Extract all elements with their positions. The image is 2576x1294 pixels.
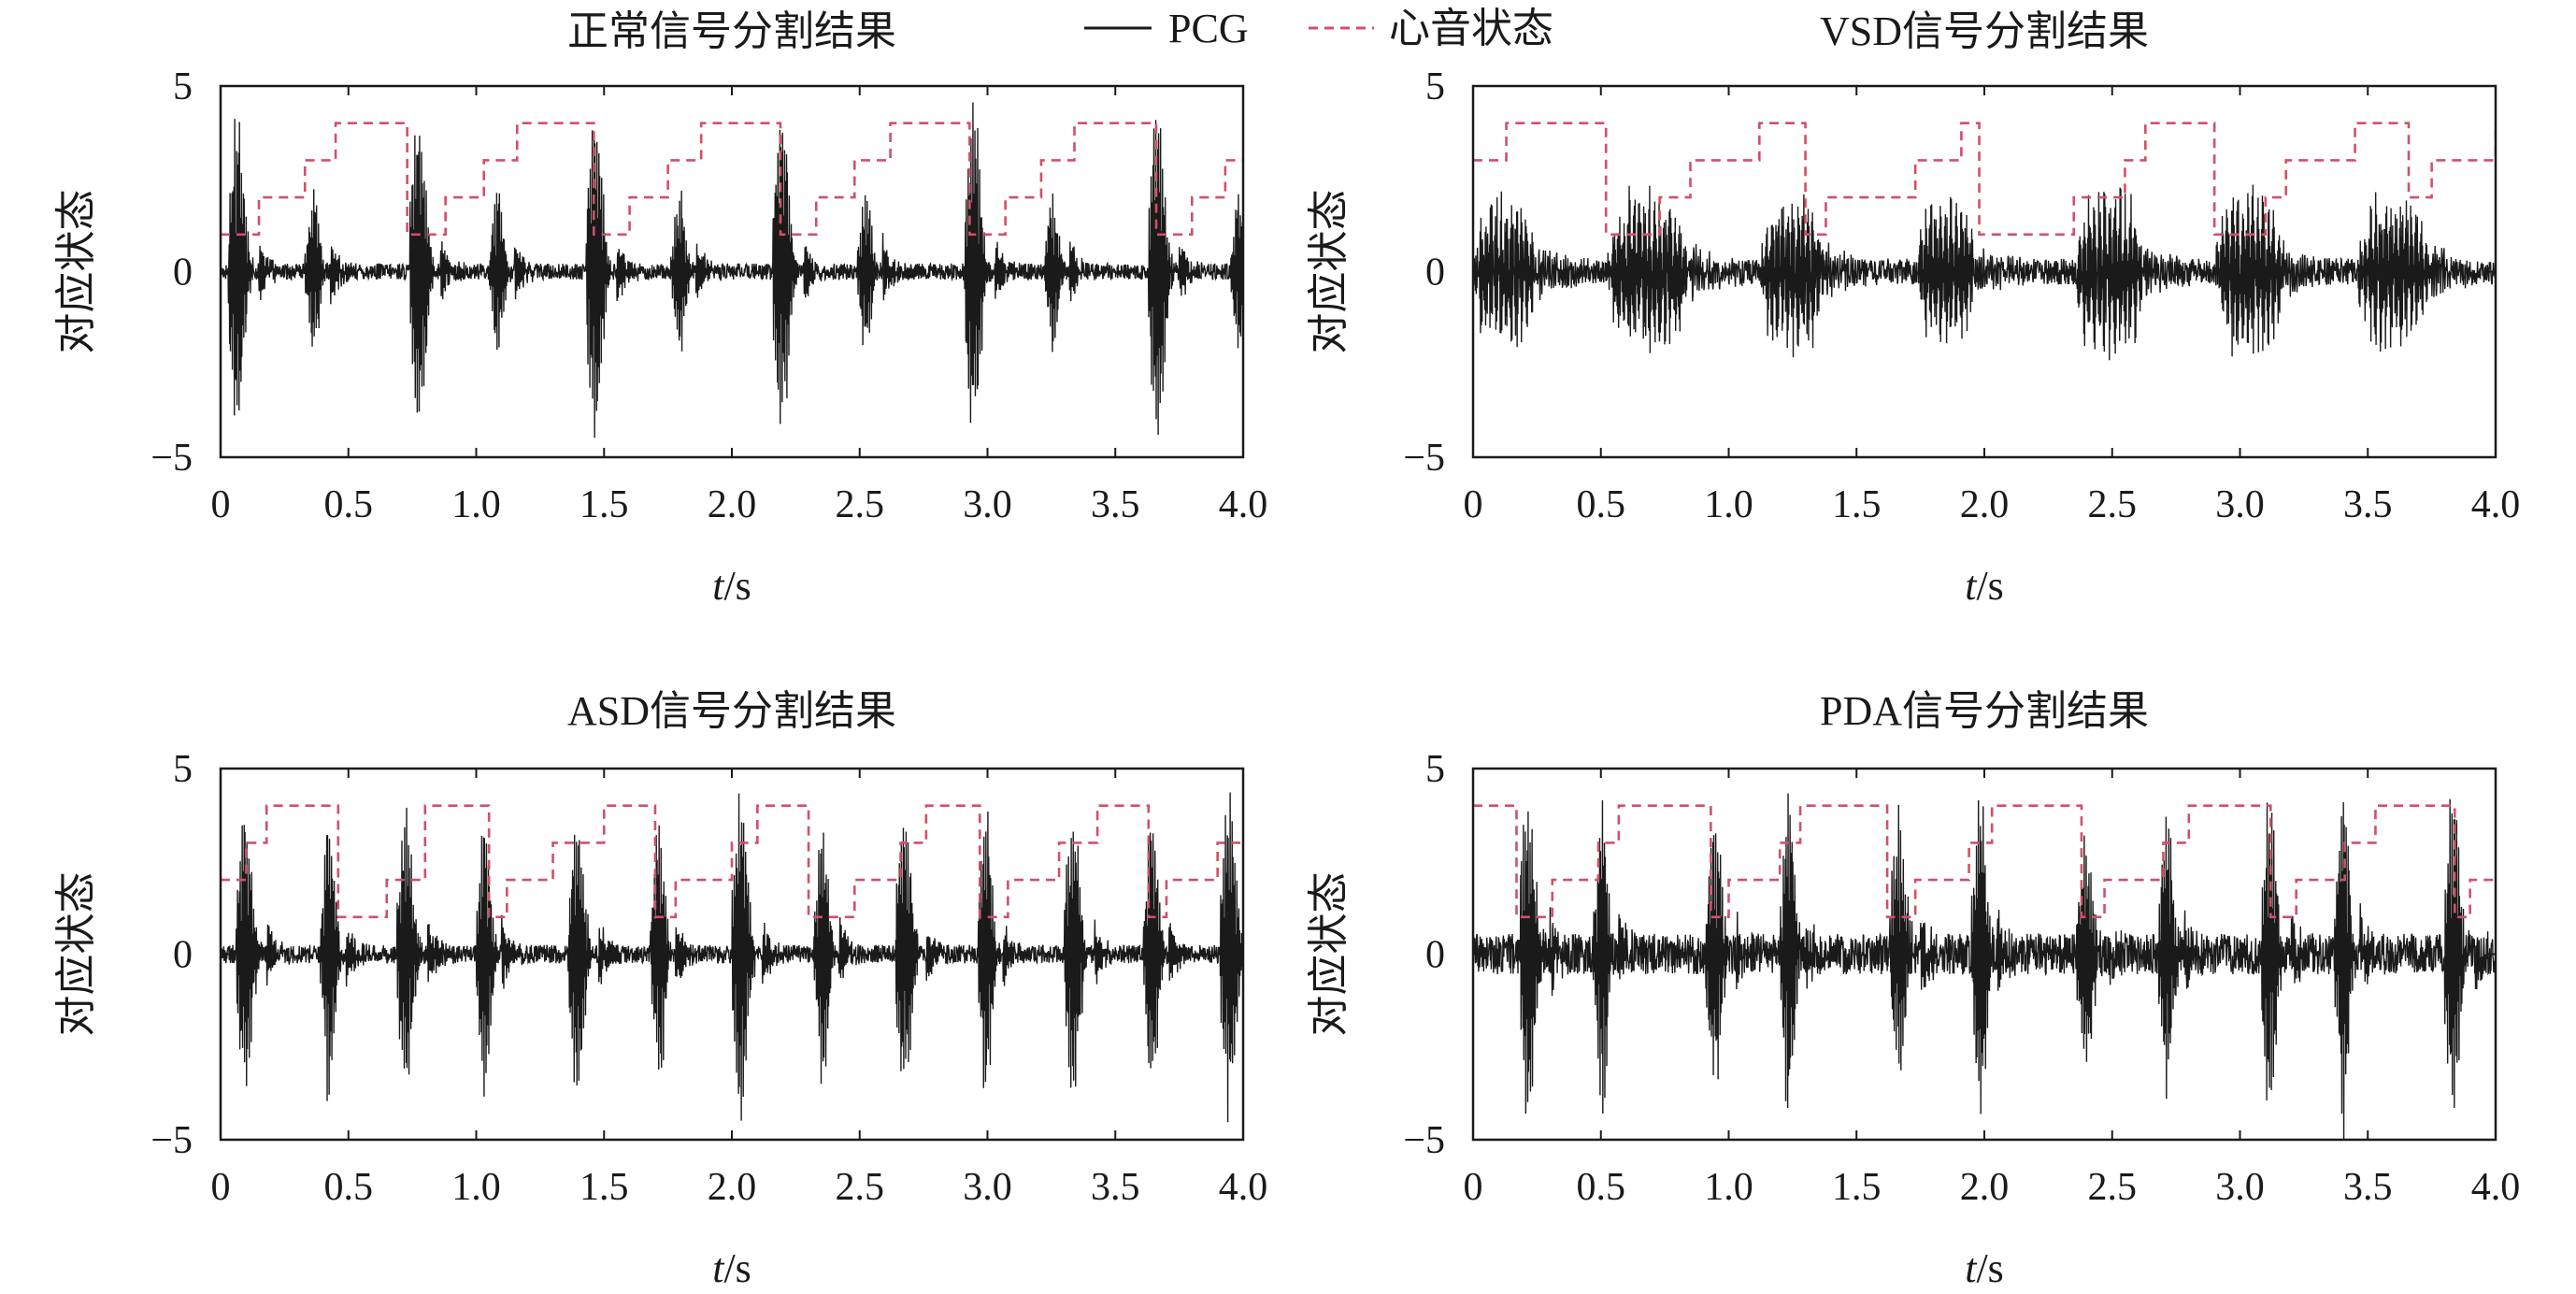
plot-area — [221, 792, 1243, 1123]
y-tick-label: −5 — [1403, 1119, 1445, 1162]
x-tick-label: 3.5 — [2343, 1166, 2393, 1209]
legend: PCG 心音状态 — [1084, 6, 1553, 51]
y-axis-label: 对应状态 — [1306, 872, 1352, 1037]
x-axis-label: t/s — [1965, 563, 2004, 609]
x-tick-label: 2.0 — [708, 483, 757, 526]
x-tick-label: 1.5 — [1832, 483, 1882, 526]
x-tick-label: 2.5 — [2088, 483, 2138, 526]
x-tick-label: 4.0 — [2471, 483, 2521, 526]
x-tick-label: 0.5 — [1577, 1166, 1626, 1209]
y-tick-label: 5 — [1425, 65, 1445, 108]
plot-area — [221, 102, 1243, 439]
y-tick-label: 5 — [1425, 748, 1445, 791]
x-tick-label: 4.0 — [2471, 1166, 2521, 1209]
y-axis-label: 对应状态 — [1306, 190, 1352, 354]
x-axis-label: t/s — [712, 563, 751, 609]
x-axis-label-unit: /s — [1976, 563, 2003, 609]
pcg-series-line — [1473, 793, 2496, 1140]
x-tick-label: 2.5 — [836, 483, 885, 526]
y-tick-label: 0 — [173, 934, 193, 977]
plot-area — [1473, 793, 2496, 1140]
x-tick-label: 1.0 — [1704, 1166, 1753, 1209]
x-axis-label-unit: /s — [723, 563, 751, 609]
y-tick-label: −5 — [150, 1119, 193, 1162]
x-axis-label-unit: /s — [723, 1245, 751, 1291]
heart-state-series-line — [221, 804, 1243, 919]
x-tick-label: 0 — [211, 1166, 231, 1209]
x-tick-label: 1.5 — [1832, 1166, 1882, 1209]
x-tick-label: 1.5 — [580, 1166, 629, 1209]
x-axis-label: t/s — [712, 1245, 751, 1291]
x-axis-label-var: t — [712, 1245, 725, 1291]
x-tick-label: 3.5 — [1091, 483, 1140, 526]
x-tick-label: 2.0 — [708, 1166, 757, 1209]
heart-state-series-line — [1473, 122, 2496, 237]
x-tick-label: 2.0 — [1960, 1166, 2010, 1209]
x-tick-label: 2.5 — [2088, 1166, 2138, 1209]
x-tick-label: 3.0 — [963, 1166, 1012, 1209]
x-tick-label: 0 — [1464, 1166, 1483, 1209]
x-axis-label-var: t — [1965, 1245, 1978, 1291]
x-tick-label: 4.0 — [1219, 1166, 1268, 1209]
x-tick-label: 3.5 — [1091, 1166, 1140, 1209]
y-axis-label: 对应状态 — [53, 190, 99, 354]
pcg-series-line — [1473, 184, 2496, 361]
x-tick-label: 0 — [211, 483, 231, 526]
x-tick-label: 0 — [1464, 483, 1483, 526]
chart-title: PDA信号分割结果 — [1820, 688, 2149, 734]
y-tick-label: −5 — [1403, 437, 1445, 480]
x-tick-label: 3.0 — [963, 483, 1012, 526]
pcg-series-line — [221, 102, 1243, 439]
x-tick-label: 1.0 — [451, 483, 501, 526]
y-tick-label: −5 — [150, 437, 193, 480]
plot-area — [1473, 122, 2496, 361]
x-tick-label: 3.0 — [2215, 483, 2265, 526]
y-axis-label: 对应状态 — [53, 872, 99, 1037]
chart-title: 正常信号分割结果 — [567, 8, 896, 54]
x-tick-label: 2.0 — [1960, 483, 2010, 526]
y-tick-label: 0 — [1425, 252, 1445, 295]
x-tick-label: 3.0 — [2215, 1166, 2265, 1209]
x-tick-label: 1.0 — [1704, 483, 1753, 526]
y-tick-label: 5 — [173, 65, 193, 108]
chart-title: ASD信号分割结果 — [567, 688, 896, 734]
x-axis-label: t/s — [1965, 1245, 2004, 1291]
chart-title: VSD信号分割结果 — [1820, 8, 2149, 54]
x-axis-label-var: t — [712, 563, 725, 609]
heart-state-series-line — [1473, 804, 2496, 919]
x-tick-label: 0.5 — [1577, 483, 1626, 526]
y-tick-label: 0 — [1425, 934, 1445, 977]
x-axis-label-var: t — [1965, 563, 1978, 609]
heart-state-series-line — [221, 122, 1243, 237]
x-tick-label: 1.0 — [451, 1166, 501, 1209]
x-tick-label: 4.0 — [1219, 483, 1268, 526]
y-tick-label: 0 — [173, 252, 193, 295]
y-tick-label: 5 — [173, 748, 193, 791]
x-tick-label: 2.5 — [836, 1166, 885, 1209]
legend-pcg-label: PCG — [1168, 6, 1249, 51]
x-axis-label-unit: /s — [1976, 1245, 2003, 1291]
x-tick-label: 0.5 — [324, 483, 374, 526]
x-tick-label: 1.5 — [580, 483, 629, 526]
legend-state-label: 心音状态 — [1389, 6, 1553, 51]
pcg-series-line — [221, 792, 1243, 1123]
x-tick-label: 3.5 — [2343, 483, 2393, 526]
x-tick-label: 0.5 — [324, 1166, 374, 1209]
